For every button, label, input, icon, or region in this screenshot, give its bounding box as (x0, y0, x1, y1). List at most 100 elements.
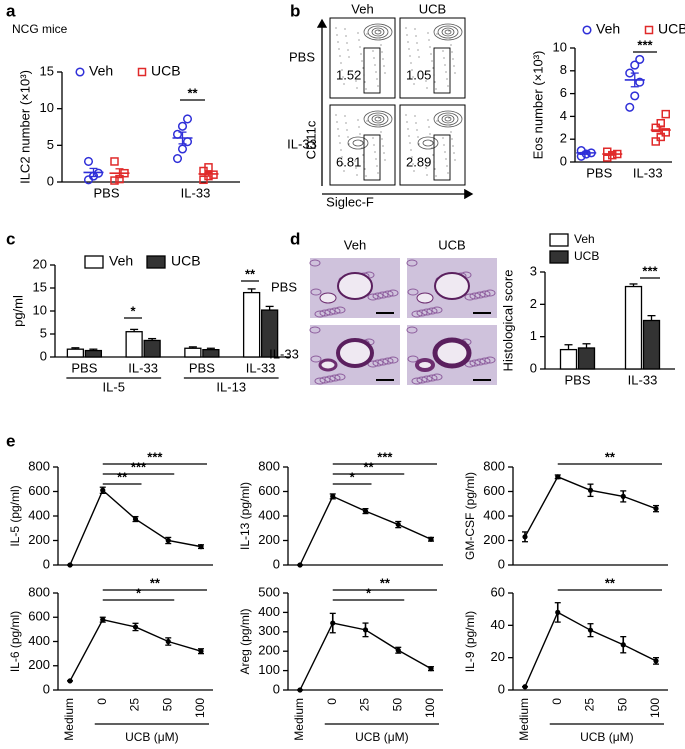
flow-dot (335, 114, 337, 116)
tissue (324, 308, 336, 316)
flow-dot (430, 53, 432, 55)
flow-dot (416, 129, 418, 131)
flow-contour (363, 23, 393, 41)
flow-dot (434, 168, 436, 170)
tissue (382, 357, 394, 365)
flow-contour (347, 136, 369, 150)
flow-contour (374, 116, 382, 122)
x-tick-label: 0 (550, 698, 564, 705)
panel-label: c (6, 229, 15, 248)
row-label: PBS (271, 279, 297, 294)
x-tick-label: PBS (71, 360, 97, 375)
tissue (464, 293, 476, 301)
significance-label: ** (245, 266, 256, 281)
panel-label: a (6, 1, 16, 20)
flow-dot (377, 172, 379, 174)
flow-dot (414, 115, 416, 117)
flow-dot (405, 27, 407, 29)
y-tick-label: 2 (560, 131, 567, 146)
y-tick-label: 4 (560, 108, 567, 123)
bar (577, 347, 596, 370)
flow-dot (452, 145, 454, 147)
panel-label: b (290, 1, 300, 20)
tissue (334, 373, 346, 381)
flow-dot (426, 87, 428, 89)
flow-contour (433, 110, 463, 128)
flow-dot (413, 170, 415, 172)
y-tick-label: 200 (28, 532, 50, 547)
flow-contour (363, 110, 393, 128)
flow-dot (417, 136, 419, 138)
y-tick-label: 600 (483, 483, 505, 498)
tissue (329, 307, 341, 315)
flow-contour (437, 25, 459, 39)
flow-dot (418, 56, 420, 58)
point (362, 508, 369, 514)
flow-dot (376, 78, 378, 80)
point (651, 137, 660, 146)
y-tick-label: 2 (530, 296, 537, 311)
tissue (377, 291, 389, 299)
flow-dot (412, 163, 414, 165)
flow-contour (352, 139, 364, 147)
flow-dot (447, 172, 449, 174)
flow-dot (450, 44, 452, 46)
flow-dot (374, 64, 376, 66)
y-tick-label: 400 (28, 507, 50, 522)
gate-percentage: 2.89 (406, 154, 431, 169)
flow-dot (453, 65, 455, 67)
flow-dot (435, 88, 437, 90)
group-label: IL-5 (103, 379, 125, 394)
flow-dot (344, 115, 346, 117)
x-tick-label: 50 (390, 698, 404, 712)
tissue (421, 308, 433, 316)
panel-label: e (6, 431, 15, 450)
flow-dot (417, 49, 419, 51)
y-tick-label: 20 (33, 256, 47, 271)
column-label: UCB (438, 237, 465, 252)
tissue (479, 357, 491, 365)
y-tick-label: 40 (491, 617, 505, 632)
flow-dot (445, 71, 447, 73)
flow-dot (424, 160, 426, 162)
significance-label: * (136, 585, 142, 600)
y-axis-label: Eos number (×10³) (530, 51, 545, 160)
panel-label: d (290, 229, 300, 248)
flow-dot (365, 88, 367, 90)
y-tick-label: 0 (273, 681, 280, 696)
tissue (372, 359, 384, 367)
flow-dot (409, 142, 411, 144)
vessel (319, 292, 337, 304)
y-tick-label: 60 (491, 584, 505, 599)
bar (184, 347, 202, 358)
y-tick-label: 0 (530, 360, 537, 375)
chart-title: NCG mice (12, 22, 68, 36)
flow-dot (359, 46, 361, 48)
y-tick-label: 15 (33, 279, 47, 294)
flow-dot (442, 50, 444, 52)
flow-dot (347, 49, 349, 51)
flow-dot (372, 137, 374, 139)
flow-dot (374, 151, 376, 153)
flow-dot (338, 48, 340, 50)
flow-gate (433, 47, 451, 94)
point (172, 153, 183, 164)
flow-dot (343, 170, 345, 172)
point (661, 128, 670, 137)
flow-dot (362, 67, 364, 69)
significance-label: * (366, 585, 372, 600)
bar (143, 339, 161, 358)
flow-dot (413, 83, 415, 85)
flow-dot (340, 62, 342, 64)
flow-dot (442, 137, 444, 139)
flow-gate (363, 134, 381, 181)
y-tick-label: 15 (40, 63, 54, 78)
flow-dot (410, 149, 412, 151)
flow-dot (355, 167, 357, 169)
y-tick-label: 400 (28, 633, 50, 648)
y-tick-label: 200 (483, 532, 505, 547)
flow-dot (384, 72, 386, 74)
tissue (319, 309, 331, 317)
point (555, 474, 561, 480)
y-axis-label: pg/ml (10, 295, 25, 327)
